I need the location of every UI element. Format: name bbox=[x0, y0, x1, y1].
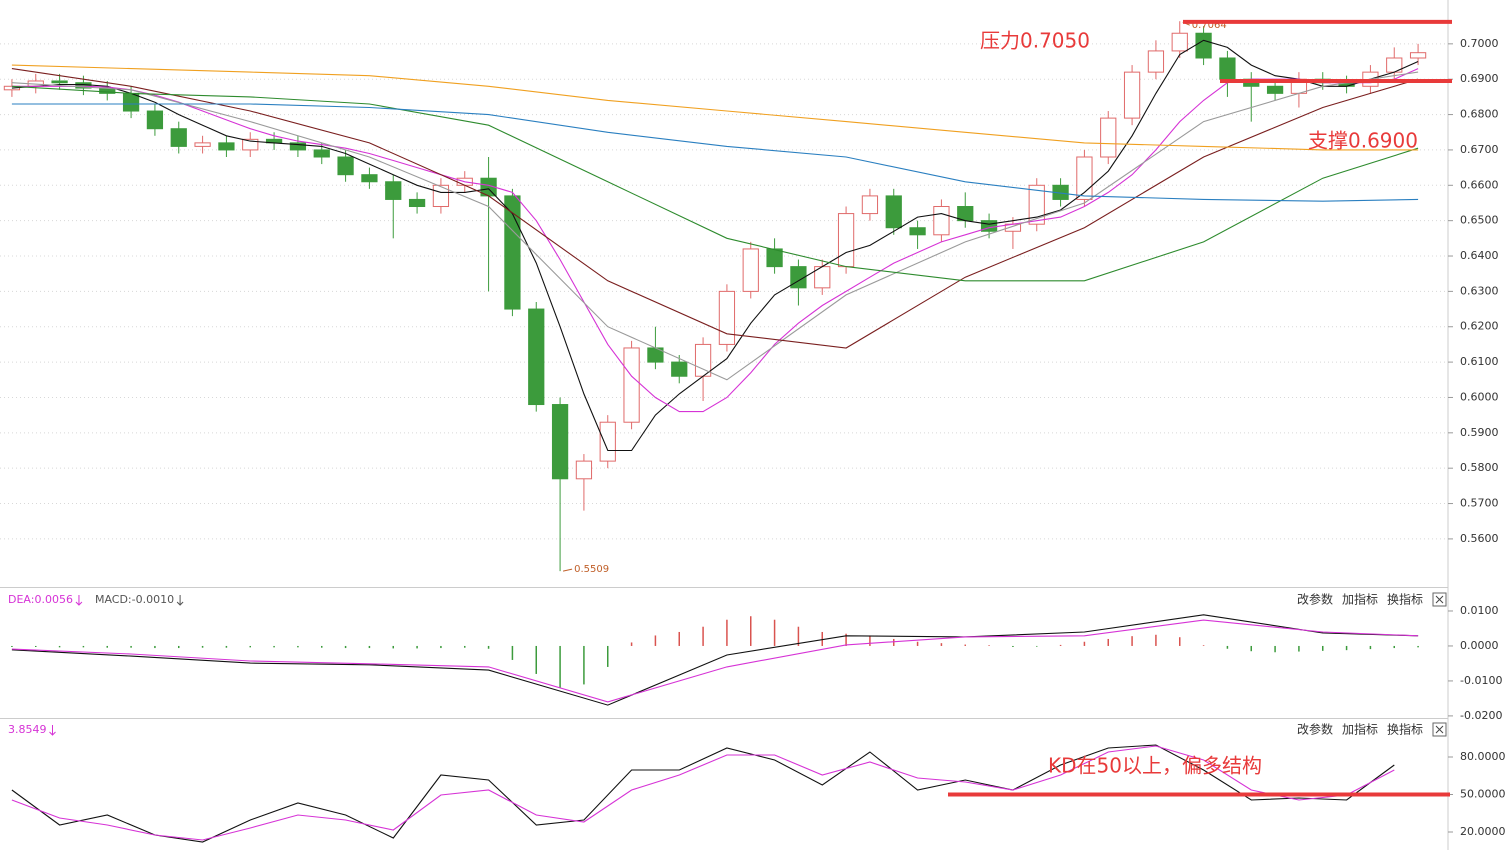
toolbar-button[interactable]: 改参数 bbox=[1297, 592, 1333, 607]
y-tick-label: 20.0000 bbox=[1460, 825, 1505, 838]
candle-body bbox=[1123, 71, 1141, 119]
y-tick-label: 0.6600 bbox=[1460, 178, 1499, 191]
candle-body bbox=[194, 142, 211, 147]
candle-body bbox=[1100, 117, 1117, 158]
candle-body bbox=[909, 227, 926, 236]
candle-body bbox=[504, 195, 521, 310]
indicator-line bbox=[11, 85, 1419, 282]
toolbar-button[interactable]: 换指标 bbox=[1387, 592, 1423, 607]
y-tick-label: 0.0100 bbox=[1460, 604, 1499, 617]
candle-body bbox=[766, 248, 783, 268]
y-tick-label: 80.0000 bbox=[1460, 750, 1505, 763]
y-tick-label: 0.6800 bbox=[1460, 108, 1499, 121]
candle-body bbox=[551, 404, 569, 480]
candle-body bbox=[432, 184, 450, 208]
indicator-line bbox=[11, 619, 1419, 703]
candle-body bbox=[861, 195, 879, 215]
toolbar-button[interactable]: 改参数 bbox=[1297, 722, 1333, 737]
y-tick-label: 0.5800 bbox=[1460, 461, 1499, 474]
indicator-line bbox=[11, 68, 1419, 349]
candle-body bbox=[313, 149, 330, 158]
candle-body bbox=[242, 138, 259, 151]
legend-arrow bbox=[75, 595, 83, 606]
indicator-line bbox=[11, 744, 1395, 843]
candle-body bbox=[671, 361, 688, 377]
candle-body bbox=[337, 156, 354, 176]
candle-body bbox=[718, 290, 736, 345]
candle-body bbox=[933, 206, 950, 236]
candle-body bbox=[885, 195, 902, 229]
min-pointer bbox=[562, 568, 573, 572]
candle-body bbox=[980, 220, 998, 232]
candle-body bbox=[1028, 184, 1045, 225]
indicator-line bbox=[11, 71, 1419, 381]
candle-body bbox=[1195, 32, 1212, 59]
y-tick-label: 0.6700 bbox=[1460, 143, 1499, 156]
indicator-line bbox=[11, 68, 1419, 413]
y-tick-label: 0.5600 bbox=[1460, 532, 1499, 545]
toolbar-button[interactable]: 加指标 bbox=[1342, 722, 1378, 737]
indicator-line bbox=[11, 745, 1395, 841]
y-tick-label: 50.0000 bbox=[1460, 788, 1505, 801]
y-tick-label: 0.6300 bbox=[1460, 284, 1499, 297]
candle-body bbox=[599, 421, 616, 462]
y-tick-label: 0.5900 bbox=[1460, 426, 1499, 439]
candle-body bbox=[146, 110, 164, 130]
candle-body bbox=[1147, 50, 1165, 73]
candle-body bbox=[1266, 85, 1284, 94]
candle-body bbox=[623, 347, 640, 423]
candle-body bbox=[1171, 32, 1188, 52]
candle-body bbox=[408, 198, 426, 208]
legend-item: DEA:0.0056 bbox=[8, 593, 73, 606]
candle-body bbox=[1409, 52, 1427, 59]
candle-body bbox=[122, 92, 140, 112]
toolbar-button[interactable]: 换指标 bbox=[1387, 722, 1423, 737]
y-tick-label: 0.6400 bbox=[1460, 249, 1499, 262]
indicator-line bbox=[11, 614, 1419, 706]
candle-body bbox=[742, 248, 759, 292]
legend-arrow bbox=[49, 725, 56, 736]
max-label: 0.7064 bbox=[1192, 20, 1227, 31]
candle-body bbox=[837, 213, 855, 268]
y-tick-label: 0.6200 bbox=[1460, 320, 1499, 333]
y-tick-label: 0.6500 bbox=[1460, 214, 1499, 227]
toolbar-button[interactable]: 加指标 bbox=[1342, 592, 1378, 607]
candle-body bbox=[51, 80, 68, 84]
indicator-line bbox=[11, 64, 1419, 151]
candle-body bbox=[575, 460, 593, 480]
annotation: KD在50以上，偏多结构 bbox=[1048, 754, 1262, 778]
y-tick-label: 0.6100 bbox=[1460, 355, 1499, 368]
legend-arrow bbox=[176, 595, 184, 606]
y-tick-label: 0.0000 bbox=[1460, 639, 1499, 652]
y-tick-label: 0.7000 bbox=[1460, 37, 1499, 50]
y-tick-label: 0.5700 bbox=[1460, 497, 1499, 510]
y-tick-label: -0.0100 bbox=[1460, 674, 1502, 687]
candle-body bbox=[289, 142, 307, 151]
y-tick-label: 0.6000 bbox=[1460, 390, 1499, 403]
close-icon bbox=[1435, 725, 1444, 734]
legend-item: 3.8549 bbox=[8, 723, 47, 736]
y-tick-label: -0.0200 bbox=[1460, 709, 1502, 722]
annotation: 压力0.7050 bbox=[980, 29, 1090, 53]
candle-body bbox=[170, 128, 187, 147]
candle-body bbox=[1219, 57, 1236, 80]
close-icon bbox=[1435, 595, 1444, 604]
indicator-line bbox=[11, 103, 1419, 202]
candle-body bbox=[218, 142, 235, 151]
min-label: 0.5509 bbox=[574, 564, 609, 575]
candle-body bbox=[1076, 156, 1093, 200]
indicator-line bbox=[11, 39, 1419, 452]
candle-body bbox=[385, 181, 402, 200]
y-tick-label: 0.6900 bbox=[1460, 72, 1499, 85]
candle-body bbox=[361, 174, 378, 183]
legend-item: MACD:-0.0010 bbox=[95, 593, 174, 606]
annotation: 支撑0.6900 bbox=[1308, 129, 1418, 153]
candle-body bbox=[528, 308, 545, 406]
